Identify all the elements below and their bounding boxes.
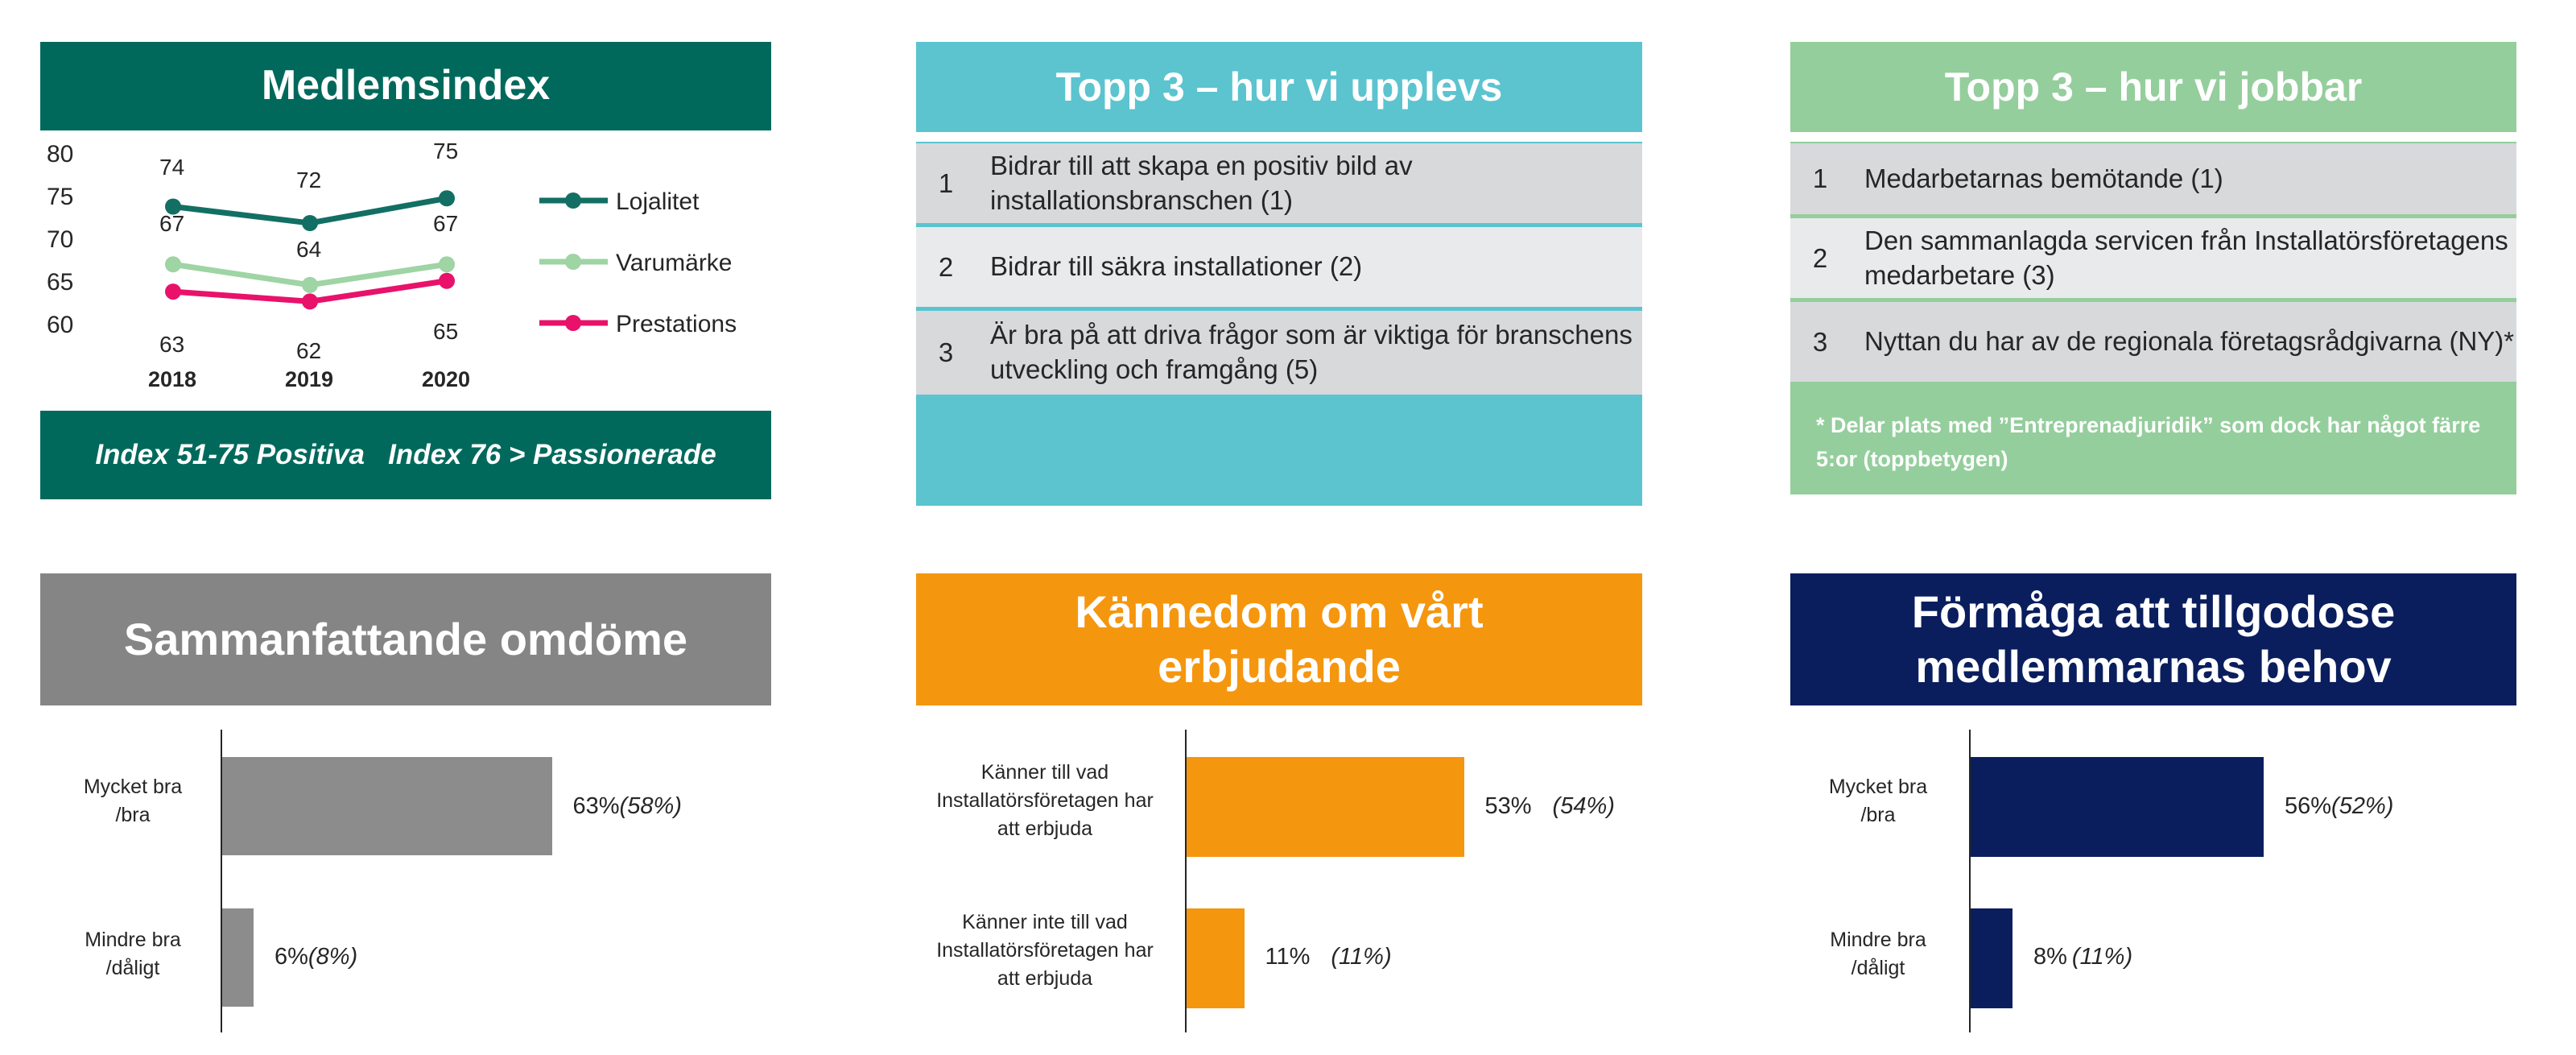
formaga-axis — [1969, 730, 1971, 1032]
series-point — [302, 276, 318, 293]
item-text: Bidrar till säkra installationer (2) — [990, 251, 1363, 282]
item-number: 3 — [938, 337, 954, 367]
bar-value: 8% — [2033, 944, 2067, 970]
lojalitet-label-2019: 72 — [296, 168, 322, 192]
omdome-header: Sammanfattande omdöme — [40, 573, 771, 705]
topp-upplevs-item-2: 2 Bidrar till säkra installationer (2) — [916, 227, 1642, 307]
series-point — [165, 198, 181, 215]
topp-jobbar-item-3: 3 Nyttan du har av de regionala företags… — [1790, 302, 2516, 382]
item-number: 3 — [1812, 326, 1828, 357]
formaga-header: Förmåga att tillgodose medlemmarnas beho… — [1790, 573, 2516, 705]
kannedom-title: Kännedom om vårt erbjudande — [1075, 585, 1484, 692]
series-point — [439, 256, 455, 273]
item-text: Nyttan du har av de regionala företagsrå… — [1864, 326, 2515, 357]
varumarke-label-2020: 67 — [433, 211, 459, 236]
bar-previous-value: (11%) — [1331, 944, 1392, 970]
omdome-bar-positive — [222, 757, 552, 855]
bar-value: 56% — [2285, 793, 2332, 819]
item-text: Medarbetarnas bemötande (1) — [1864, 163, 2223, 193]
bar-previous-value: (8%) — [308, 944, 358, 970]
medlemsindex-line-chart — [165, 190, 608, 331]
lojalitet-label-2018: 74 — [159, 155, 185, 180]
bar-value: 6% — [275, 944, 308, 970]
formaga-title: Förmåga att tillgodose medlemmarnas beho… — [1911, 585, 2396, 692]
item-number: 1 — [938, 168, 954, 198]
kannedom-value-known: 53% (54%) — [1485, 793, 1615, 820]
bar-value: 53% — [1484, 793, 1532, 819]
kannedom-bar-known — [1187, 757, 1464, 857]
formaga-bar-negative — [1971, 908, 2013, 1008]
topp-jobbar-note: * Delar plats med ”Entreprenadjuridik” s… — [1816, 413, 2481, 471]
series-point — [165, 283, 181, 300]
kannedom-header: Kännedom om vårt erbjudande — [916, 573, 1642, 705]
series-point — [439, 190, 455, 207]
bar-value: 63% — [572, 793, 620, 819]
x-tick-2018: 2018 — [148, 367, 197, 391]
bar-previous-value: (11%) — [2071, 944, 2133, 970]
bar-value: 11% — [1265, 944, 1311, 970]
topp-upplevs-item-1: 1 Bidrar till att skapa en positiv bild … — [916, 143, 1642, 223]
lojalitet-label-2020: 75 — [433, 139, 459, 163]
bar-previous-value: (58%) — [619, 793, 682, 819]
kannedom-value-unknown: 11% (11%) — [1265, 944, 1392, 970]
omdome-bar-negative — [222, 908, 254, 1007]
legend-varumarke: Varumärke — [616, 250, 733, 276]
bar-previous-value: (54%) — [1552, 793, 1615, 819]
medlemsindex-header: Medlemsindex — [40, 42, 771, 130]
item-number: 2 — [1812, 242, 1828, 273]
bar-previous-value: (52%) — [2331, 793, 2394, 819]
series-point — [439, 272, 455, 289]
medlemsindex-footer-text: Index 51-75 Positiva Index 76 > Passione… — [95, 438, 716, 470]
x-tick-2019: 2019 — [285, 367, 334, 391]
topp-jobbar-header: Topp 3 – hur vi jobbar — [1790, 42, 2516, 132]
prestations-label-2019: 62 — [296, 338, 322, 363]
kannedom-axis — [1185, 730, 1187, 1032]
legend-lojalitet: Lojalitet — [616, 188, 700, 215]
y-tick: 70 — [47, 226, 74, 253]
series-point — [302, 293, 318, 310]
kannedom-bar-unknown — [1187, 908, 1245, 1008]
y-tick: 60 — [47, 312, 74, 338]
omdome-value-negative: 6%(8%) — [275, 944, 357, 970]
item-text: Är bra på att driva frågor som är viktig… — [990, 320, 1633, 384]
medlemsindex-title: Medlemsindex — [261, 62, 551, 110]
topp-jobbar-title: Topp 3 – hur vi jobbar — [1944, 64, 2363, 110]
omdome-category-positive: Mycket bra /bra — [83, 776, 183, 826]
y-tick: 65 — [47, 269, 74, 296]
omdome-axis — [221, 730, 222, 1032]
y-tick: 75 — [47, 184, 74, 210]
x-tick-2020: 2020 — [422, 367, 471, 391]
item-number: 2 — [938, 251, 954, 282]
topp-upplevs-header: Topp 3 – hur vi upplevs — [916, 42, 1642, 132]
y-tick: 80 — [47, 141, 74, 168]
varumarke-label-2019: 64 — [296, 237, 322, 262]
formaga-category-negative: Mindre bra /dåligt — [1830, 929, 1926, 979]
item-text: Bidrar till att skapa en positiv bild av… — [990, 150, 1413, 215]
omdome-value-positive: 63%(58%) — [573, 793, 682, 820]
kannedom-category-unknown: Känner inte till vad Installatörsföretag… — [936, 911, 1154, 990]
topp-upplevs-title: Topp 3 – hur vi upplevs — [1055, 64, 1503, 110]
omdome-category-negative: Mindre bra /dåligt — [85, 929, 181, 979]
omdome-title: Sammanfattande omdöme — [123, 613, 688, 664]
item-text: Den sammanlagda servicen från Installatö… — [1864, 225, 2508, 290]
topp-jobbar-item-1: 1 Medarbetarnas bemötande (1) — [1790, 143, 2516, 214]
formaga-bar-positive — [1971, 757, 2264, 857]
legend-marker-0 — [565, 192, 581, 209]
kannedom-category-known: Känner till vad Installatörsföretagen ha… — [936, 761, 1154, 840]
topp-jobbar-item-2: 2 Den sammanlagda servicen från Installa… — [1790, 218, 2516, 298]
medlemsindex-footer: Index 51-75 Positiva Index 76 > Passione… — [40, 411, 771, 499]
formaga-value-negative: 8% (11%) — [2033, 944, 2132, 970]
legend-marker-1 — [565, 254, 581, 270]
legend-marker-2 — [565, 315, 581, 331]
varumarke-label-2018: 67 — [159, 211, 185, 236]
series-point — [302, 215, 318, 231]
topp-upplevs-item-3: 3 Är bra på att driva frågor som är vikt… — [916, 311, 1642, 395]
series-point — [165, 256, 181, 273]
prestations-label-2018: 63 — [159, 332, 185, 357]
prestations-label-2020: 65 — [433, 319, 459, 344]
legend-prestations: Prestations — [616, 311, 737, 337]
formaga-category-positive: Mycket bra /bra — [1828, 776, 1928, 826]
formaga-value-positive: 56%(52%) — [2285, 793, 2393, 820]
item-number: 1 — [1812, 163, 1828, 193]
